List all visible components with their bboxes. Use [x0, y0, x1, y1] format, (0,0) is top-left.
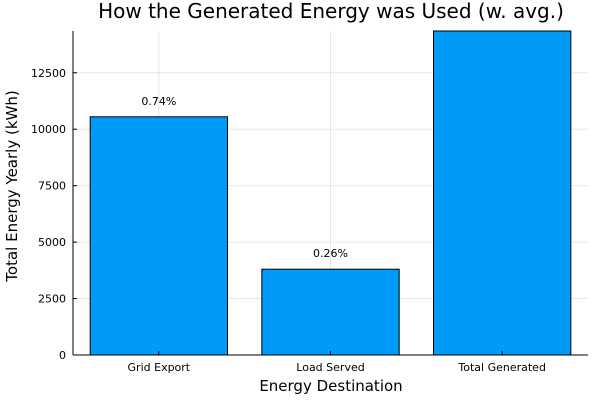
axes: [72, 31, 588, 356]
bars: [89, 30, 572, 356]
y-tick-label: 7500: [38, 180, 66, 193]
bar-data-label: 0.74%: [141, 95, 176, 108]
x-tick-label: Load Served: [296, 361, 364, 374]
y-tick-label: 2500: [38, 293, 66, 306]
bar-data-label: 0.26%: [313, 247, 348, 260]
bar-total-generated: [433, 30, 572, 356]
x-tick-label: Total Generated: [457, 361, 546, 374]
y-tick-label: 10000: [31, 123, 66, 136]
y-tick-label: 0: [59, 349, 66, 362]
chart-title: How the Generated Energy was Used (w. av…: [98, 0, 564, 23]
x-tick-label: Grid Export: [128, 361, 191, 374]
bar-grid-export: [89, 116, 228, 356]
y-tick-label: 12500: [31, 67, 66, 80]
bar-load-served: [261, 268, 400, 356]
x-axis-label: Energy Destination: [259, 377, 402, 395]
y-axis-label: Total Energy Yearly (kWh): [3, 90, 21, 282]
labels: 0.74% 0.26% 0 2500 5000 7500 10000 12500 Grid Ex…: [31, 67, 546, 374]
y-tick-label: 5000: [38, 236, 66, 249]
